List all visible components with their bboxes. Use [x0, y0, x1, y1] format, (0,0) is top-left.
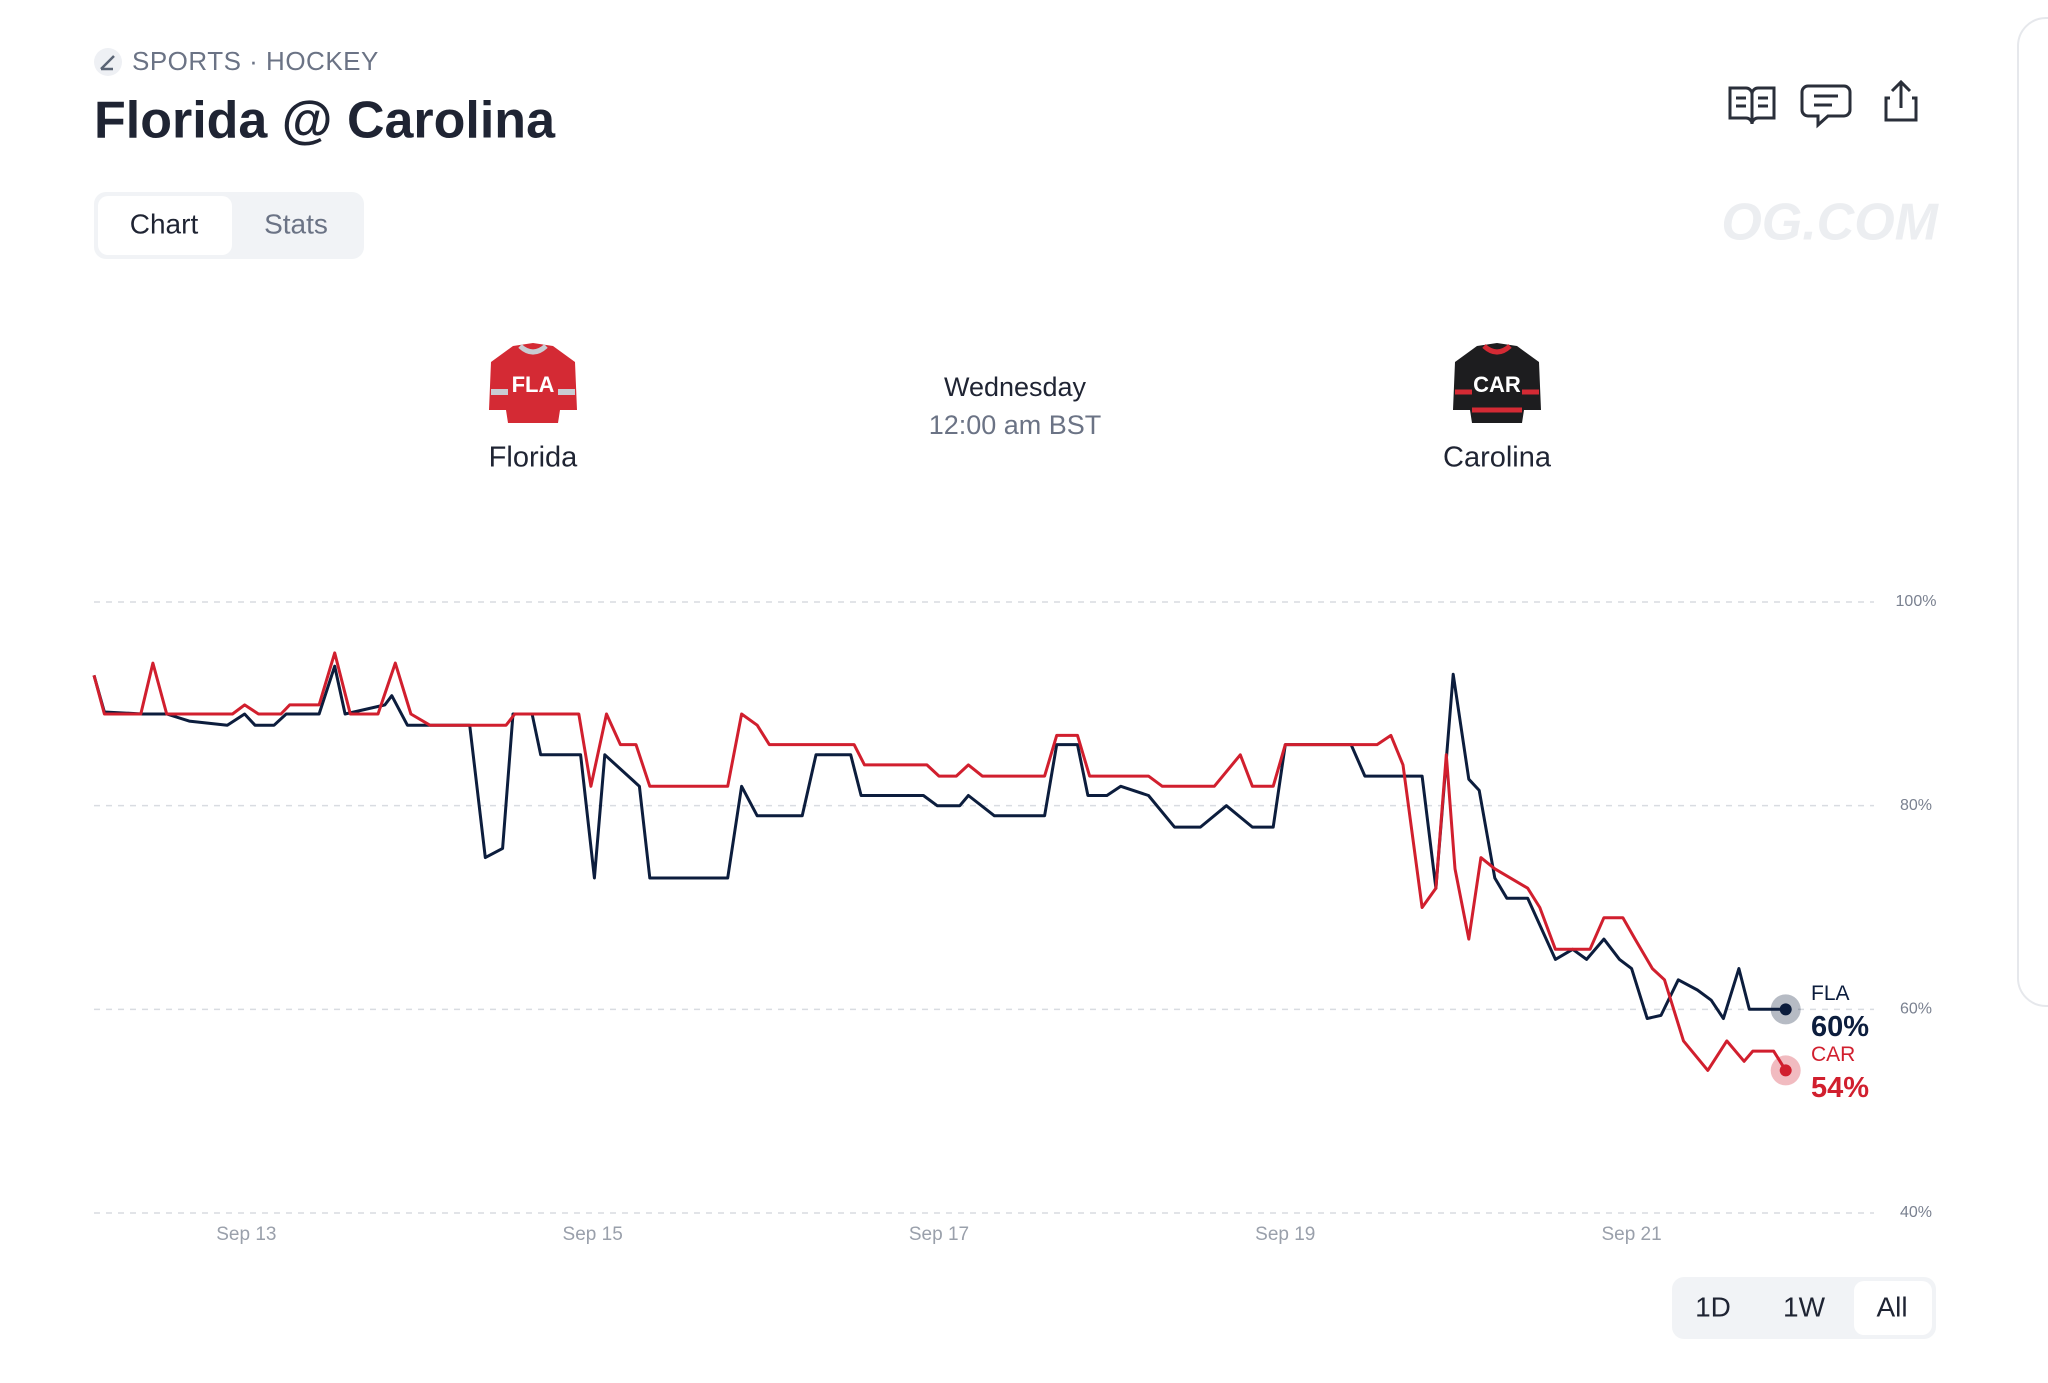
series-line: [92, 664, 1786, 1020]
end-value-label: 54%: [1811, 1072, 1869, 1104]
jersey-car: CAR: [1453, 343, 1541, 423]
share-button[interactable]: [1884, 79, 1918, 122]
game-time: 12:00 am BST: [929, 410, 1102, 440]
jersey-label: FLA: [512, 372, 555, 397]
x-tick-label: Sep 17: [909, 1224, 969, 1245]
end-dot: [1779, 1064, 1792, 1077]
end-value-label: 60%: [1811, 1011, 1869, 1043]
watermark: OG.COM: [1721, 194, 1939, 252]
comments-button[interactable]: [1800, 84, 1852, 129]
legend-name: CAR: [1811, 1043, 1855, 1066]
range-button[interactable]: All: [1876, 1291, 1907, 1322]
range-button[interactable]: 1D: [1695, 1291, 1731, 1322]
title: Florida @ Carolina: [94, 92, 556, 150]
y-tick-label: 40%: [1900, 1204, 1932, 1221]
tab-active[interactable]: [98, 196, 232, 255]
y-tick-label: 60%: [1900, 1001, 1932, 1018]
jersey-fla: FLA: [489, 343, 577, 423]
y-tick-label: 80%: [1900, 797, 1932, 814]
range-active[interactable]: [1854, 1281, 1932, 1335]
jersey-label: CAR: [1473, 372, 1521, 397]
y-tick-label: 100%: [1896, 593, 1937, 610]
team-name: Florida: [489, 442, 579, 474]
toolbar: [1728, 79, 1918, 129]
legend-name: FLA: [1811, 982, 1850, 1005]
x-tick-label: Sep 13: [216, 1224, 276, 1245]
series-line: [92, 651, 1787, 1072]
x-tick-label: Sep 21: [1601, 1224, 1661, 1245]
category: SPORTS · HOCKEY: [132, 46, 379, 76]
game-day: Wednesday: [944, 372, 1087, 402]
tab-stats[interactable]: Stats: [264, 208, 328, 239]
team-name: Carolina: [1443, 442, 1552, 474]
tab-chart[interactable]: Chart: [130, 208, 199, 239]
x-tick-label: Sep 19: [1255, 1224, 1315, 1245]
end-dot: [1779, 1003, 1792, 1016]
range-button[interactable]: 1W: [1783, 1291, 1826, 1322]
sport-icon-glyph: [100, 55, 115, 71]
rules-button[interactable]: [1728, 86, 1776, 125]
x-tick-label: Sep 15: [563, 1224, 623, 1245]
side-panel-edge: [2017, 17, 2048, 1007]
